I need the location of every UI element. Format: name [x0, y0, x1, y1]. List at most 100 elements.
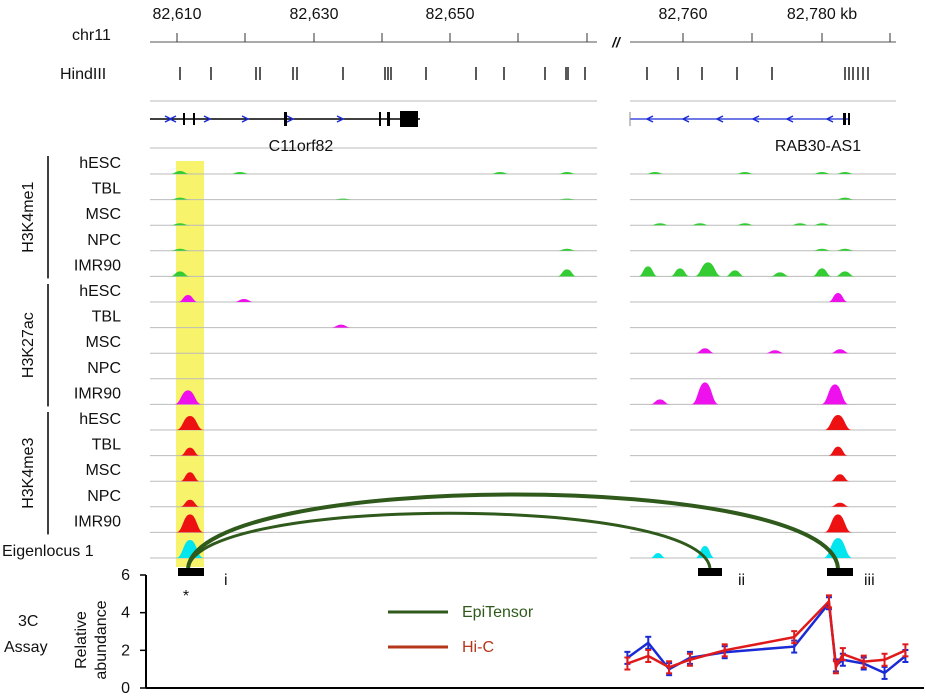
- signal-peak: [770, 272, 790, 277]
- sample-label: IMR90: [74, 385, 121, 402]
- strand-arrow: [751, 115, 760, 123]
- assay-ytick-label: 2: [121, 642, 130, 659]
- signal-peak: [812, 223, 832, 226]
- mark-label-h3k4me1: H3K4me1: [20, 182, 37, 253]
- sample-label: IMR90: [74, 513, 121, 530]
- sample-label: TBL: [92, 309, 121, 326]
- chrom-label: chr11: [72, 27, 111, 44]
- strand-arrow: [336, 115, 345, 123]
- arc-i-to-ii: [186, 511, 712, 569]
- signal-peak: [178, 295, 198, 302]
- region-label-ii: ii: [738, 572, 745, 589]
- assay-ytick-label: 4: [121, 605, 130, 622]
- signal-peak: [765, 350, 785, 354]
- region-bar-iii: [827, 568, 853, 576]
- hindiii-label: HindIII: [60, 66, 106, 83]
- region-bar-i: [178, 568, 204, 576]
- sample-label: IMR90: [74, 257, 121, 274]
- sample-label: MSC: [85, 206, 121, 223]
- eigen-peak: [695, 546, 715, 558]
- mark-label-h3k4me3: H3K4me3: [20, 438, 37, 509]
- gene-label-rab30-as1: RAB30-AS1: [775, 138, 861, 155]
- signal-peak: [828, 293, 848, 302]
- tick-label-82760: 82,760: [659, 6, 708, 23]
- signal-peak: [645, 172, 665, 174]
- sample-label: hESC: [79, 283, 121, 300]
- strand-arrow: [168, 115, 177, 123]
- signal-peak: [557, 269, 577, 277]
- signal-peak: [557, 172, 577, 174]
- signal-peak: [790, 223, 810, 226]
- sample-label: hESC: [79, 411, 121, 428]
- strand-arrow: [241, 115, 250, 123]
- signal-peak: [824, 415, 852, 430]
- strand-arrow: [715, 115, 724, 123]
- gene-exon: [379, 112, 381, 126]
- signal-peak: [830, 502, 850, 507]
- signal-peak: [694, 262, 722, 277]
- legend-epitensor-label: EpiTensor: [462, 604, 534, 621]
- gene-exon: [183, 113, 185, 125]
- signal-peak: [180, 499, 200, 507]
- signal-peak: [176, 514, 204, 533]
- signal-peak: [691, 382, 719, 405]
- signal-peak: [821, 384, 849, 405]
- signal-peak: [670, 268, 690, 277]
- sample-label: TBL: [92, 437, 121, 454]
- signal-peak: [180, 447, 200, 456]
- strand-arrow: [681, 115, 690, 123]
- signal-peak: [638, 266, 658, 277]
- signal-peak: [812, 248, 832, 251]
- region-label-iii: iii: [864, 572, 875, 589]
- signal-peak: [170, 197, 190, 200]
- strand-arrow: [785, 115, 794, 123]
- strand-arrow: [286, 115, 295, 123]
- signal-peak: [690, 223, 710, 226]
- region-label-i: i: [224, 572, 228, 589]
- assay-title-1: 3C: [18, 613, 38, 630]
- signal-peak: [170, 248, 190, 251]
- assay-series-line: [626, 598, 906, 672]
- axis-break-mark: //: [611, 34, 622, 50]
- assay-ytick-label: 0: [121, 680, 130, 697]
- signal-peak: [835, 271, 855, 277]
- signal-peak: [650, 223, 670, 226]
- eigenlocus-track: [150, 538, 896, 559]
- signal-peak: [557, 248, 577, 251]
- signal-peak: [835, 248, 855, 251]
- gene-track: [150, 111, 850, 149]
- gene-exon: [387, 112, 390, 126]
- sample-label: NPC: [87, 488, 121, 505]
- assay-plot: 0 2 4 6: [121, 567, 924, 697]
- tick-label-82780: 82,780 kb: [787, 6, 857, 23]
- signal-peak: [735, 172, 755, 174]
- strand-arrow: [203, 115, 212, 123]
- signal-peak: [180, 472, 200, 482]
- eigen-peak: [650, 553, 666, 558]
- gene-label-c11orf82: C11orf82: [269, 138, 334, 155]
- sample-label: NPC: [87, 360, 121, 377]
- eigenlocus-label: Eigenlocus 1: [2, 543, 94, 560]
- signal-peak: [176, 416, 204, 430]
- signal-peak: [170, 171, 190, 174]
- highlight-band: [176, 161, 204, 567]
- signal-peak: [174, 390, 202, 405]
- signal-peak: [812, 268, 832, 277]
- region-star: *: [183, 588, 189, 605]
- sample-label: NPC: [87, 232, 121, 249]
- tick-label-82630: 82,630: [290, 6, 339, 23]
- signal-peak: [835, 172, 855, 174]
- gene-exon: [400, 111, 418, 127]
- sample-label: MSC: [85, 334, 121, 351]
- signal-peak: [331, 324, 351, 328]
- signal-peak: [333, 198, 353, 200]
- tick-label-82650: 82,650: [426, 6, 475, 23]
- signal-peak: [490, 172, 510, 174]
- signal-peak: [835, 197, 855, 200]
- signal-peak: [234, 299, 254, 302]
- signal-peak: [170, 223, 190, 226]
- signal-peak: [812, 172, 832, 174]
- signal-peak: [650, 399, 670, 405]
